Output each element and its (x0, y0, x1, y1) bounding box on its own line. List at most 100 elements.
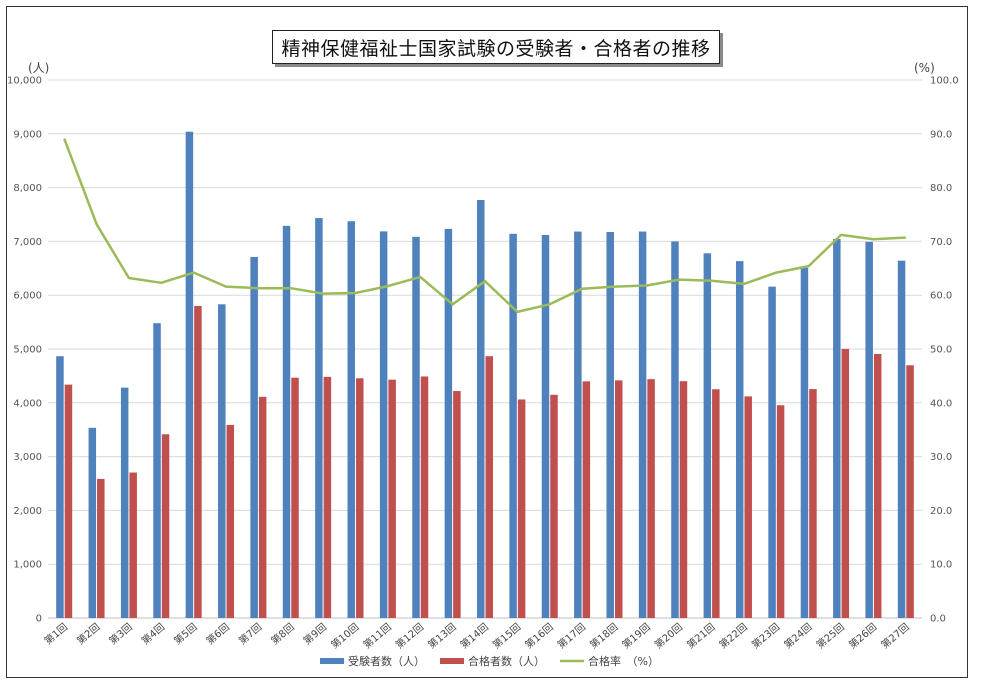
chart-title: 精神保健福祉士国家試験の受験者・合格者の推移 (281, 37, 711, 60)
passer-bar (679, 381, 688, 618)
left-tick-label: 9,000 (13, 129, 42, 140)
legend-swatch (320, 658, 344, 664)
examinee-bar (185, 131, 194, 619)
examinee-bar (541, 234, 550, 618)
passer-bar (291, 377, 299, 618)
passer-bar (485, 356, 493, 618)
x-tick-label: 第5回 (171, 620, 200, 647)
x-tick-label: 第16回 (522, 620, 555, 651)
examinee-bar (218, 304, 226, 618)
right-axis-ticks: 0.0 10.0 20.0 30.0 40.0 50.0 60.0 70.0 80.0 90.0 1… (930, 76, 959, 625)
x-tick-label: 第7回 (236, 620, 265, 647)
right-tick-label: 80.0 (930, 183, 952, 194)
examinee-bar (120, 387, 129, 618)
legend-label: 受験者数（人） (348, 654, 425, 668)
examinee-bar (379, 231, 388, 619)
rate-line (63, 138, 906, 314)
x-tick-label: 第18回 (587, 620, 620, 651)
x-axis-labels: 第1回 第2回 第3回 第4回 第5回 第6回 第7回 第8回 第9回 第10回 第11回 第12回第… (42, 620, 912, 651)
passer-bar (97, 478, 105, 618)
x-tick-label: 第3回 (106, 620, 135, 647)
left-axis-ticks: 0 1,000 2,000 3,000 4,000 5,000 6,000 7,000 8,00… (7, 76, 42, 625)
x-tick-label: 第20回 (652, 620, 685, 651)
examinee-bar (800, 267, 809, 618)
passer-bar (841, 348, 850, 618)
x-tick-label: 第24回 (781, 620, 814, 651)
left-tick-label: 10,000 (7, 76, 42, 87)
left-tick-label: 7,000 (13, 237, 42, 248)
chart-title-box: 精神保健福祉士国家試験の受験者・合格者の推移 (272, 30, 720, 64)
examinee-bar (56, 356, 64, 618)
examinee-bar (606, 231, 614, 619)
x-tick-label: 第23回 (749, 620, 782, 651)
examinee-bar (250, 256, 258, 618)
gridlines (48, 79, 922, 565)
passer-bar (323, 376, 332, 618)
right-tick-label: 90.0 (930, 129, 952, 140)
x-tick-label: 第14回 (457, 620, 490, 651)
legend: 受験者数（人） 合格者数（人） 合格率 （%） (320, 654, 659, 668)
right-tick-label: 30.0 (930, 452, 952, 463)
x-tick-label: 第26回 (846, 620, 879, 651)
examinee-bar (412, 236, 420, 618)
right-tick-label: 0.0 (930, 614, 946, 625)
passer-bar (161, 434, 170, 618)
passer-bar (647, 379, 655, 618)
x-tick-label: 第17回 (555, 620, 588, 651)
passer-bar (582, 381, 591, 618)
left-axis-unit: (人) (28, 61, 49, 75)
right-tick-label: 100.0 (930, 76, 959, 87)
x-tick-label: 第2回 (74, 620, 103, 647)
passer-bar (776, 405, 785, 618)
examinee-bar (735, 261, 744, 618)
examinee-bar (833, 238, 841, 618)
examinee-bar (509, 233, 517, 618)
passer-bar (517, 399, 526, 618)
right-tick-label: 10.0 (930, 560, 952, 571)
passer-bar (129, 472, 137, 618)
left-tick-label: 5,000 (13, 345, 42, 356)
x-tick-label: 第10回 (328, 620, 361, 651)
x-tick-label: 第22回 (716, 620, 749, 651)
legend-label: 合格率 （%） (588, 654, 659, 668)
examinee-bar (897, 260, 906, 618)
examinee-bar (444, 228, 453, 618)
left-tick-label: 6,000 (13, 291, 42, 302)
passer-bar (356, 378, 364, 618)
passer-bar (64, 384, 73, 618)
x-tick-label: 第21回 (684, 620, 717, 651)
examinee-bar (768, 286, 776, 618)
examinee-bar (153, 323, 161, 618)
right-axis-unit: (%) (914, 61, 935, 75)
examinee-bar (88, 427, 97, 618)
left-tick-label: 2,000 (13, 506, 42, 517)
examinee-bar (315, 218, 323, 619)
passer-bar (453, 391, 461, 618)
left-tick-label: 4,000 (13, 398, 42, 409)
right-tick-label: 70.0 (930, 237, 952, 248)
examinee-bar (282, 225, 291, 618)
passer-bar (614, 380, 623, 618)
left-tick-label: 3,000 (13, 452, 42, 463)
examinee-bar (865, 241, 873, 618)
left-tick-label: 1,000 (13, 560, 42, 571)
passer-bar (809, 389, 817, 618)
x-tick-label: 第11回 (360, 620, 393, 651)
x-tick-label: 第12回 (393, 620, 426, 651)
x-tick-label: 第25回 (814, 620, 847, 651)
legend-swatch (440, 658, 464, 664)
x-tick-label: 第13回 (425, 620, 458, 651)
examinee-bar (347, 221, 356, 618)
examinee-bar (638, 231, 647, 618)
bars (56, 131, 914, 619)
examinee-bar (574, 231, 582, 618)
x-tick-label: 第8回 (268, 620, 297, 647)
examinee-bar (477, 199, 485, 618)
passer-bar (873, 353, 882, 618)
pass-rate-line (63, 138, 906, 314)
legend-label: 合格者数（人） (468, 654, 545, 668)
right-tick-label: 60.0 (930, 291, 952, 302)
passer-bar (906, 365, 914, 618)
passer-bar (712, 389, 720, 618)
